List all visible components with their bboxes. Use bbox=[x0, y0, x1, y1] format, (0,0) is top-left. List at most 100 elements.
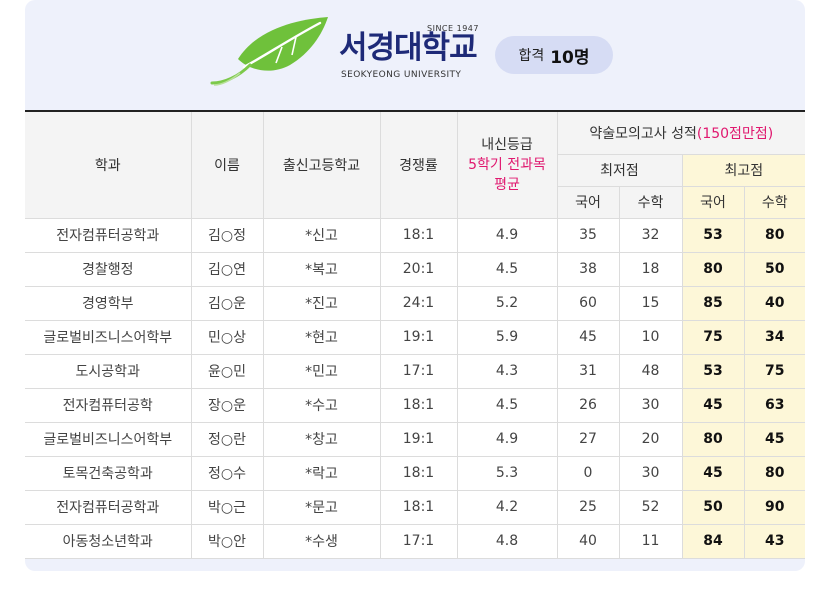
table-row: 전자컴퓨터공학과 김○정 *신고 18:1 4.9 35 32 53 80 bbox=[25, 217, 806, 253]
cell-competition: 18:1 bbox=[379, 455, 458, 491]
cell-min-kor: 60 bbox=[556, 285, 620, 321]
cell-dept: 아동청소년학과 bbox=[25, 523, 192, 559]
header-school: 출신고등학교 bbox=[262, 110, 381, 219]
cell-max-kor: 84 bbox=[681, 523, 745, 559]
cell-name: 정○수 bbox=[190, 455, 264, 491]
cell-min-kor: 40 bbox=[556, 523, 620, 559]
header-max-math: 수학 bbox=[743, 185, 806, 219]
cell-name: 김○연 bbox=[190, 251, 264, 287]
cell-name: 박○근 bbox=[190, 489, 264, 525]
table-row: 경찰행정 김○연 *복고 20:1 4.5 38 18 80 50 bbox=[25, 251, 806, 287]
cell-dept: 전자컴퓨터공학과 bbox=[25, 489, 192, 525]
university-name: 서경대학교 bbox=[339, 30, 478, 66]
pass-count: 10명 bbox=[550, 47, 590, 68]
cell-competition: 18:1 bbox=[379, 489, 458, 525]
cell-max-math: 63 bbox=[743, 387, 806, 423]
cell-max-kor: 45 bbox=[681, 387, 745, 423]
header-name: 이름 bbox=[190, 110, 264, 219]
cell-name: 김○운 bbox=[190, 285, 264, 321]
pass-label: 합격 bbox=[518, 48, 545, 64]
cell-dept: 전자컴퓨터공학 bbox=[25, 387, 192, 423]
cell-max-kor: 53 bbox=[681, 217, 745, 253]
header-mock-note: (150점만점) bbox=[696, 125, 774, 142]
since-label: SINCE 1947 bbox=[427, 24, 479, 33]
cell-max-kor: 85 bbox=[681, 285, 745, 321]
cell-name: 김○정 bbox=[190, 217, 264, 253]
header-min-math: 수학 bbox=[618, 185, 683, 219]
header-grade-line3: 평균 bbox=[494, 176, 520, 193]
cell-max-kor: 80 bbox=[681, 421, 745, 457]
header-max-score: 최고점 bbox=[681, 153, 806, 187]
cell-grade: 4.9 bbox=[456, 217, 558, 253]
table-body: 전자컴퓨터공학과 김○정 *신고 18:1 4.9 35 32 53 80 경찰행정 김○연 *복고 2… bbox=[25, 217, 806, 559]
cell-min-kor: 45 bbox=[556, 319, 620, 355]
table-row: 글로벌비즈니스어학부 민○상 *현고 19:1 5.9 45 10 75 34 bbox=[25, 319, 806, 355]
header-max-korean: 국어 bbox=[681, 185, 745, 219]
leaf-icon bbox=[210, 17, 328, 86]
cell-competition: 17:1 bbox=[379, 353, 458, 389]
cell-min-kor: 35 bbox=[556, 217, 620, 253]
cell-dept: 전자컴퓨터공학과 bbox=[25, 217, 192, 253]
cell-max-math: 43 bbox=[743, 523, 806, 559]
cell-max-math: 80 bbox=[743, 455, 806, 491]
cell-school: *창고 bbox=[262, 421, 381, 457]
cell-max-kor: 80 bbox=[681, 251, 745, 287]
cell-school: *민고 bbox=[262, 353, 381, 389]
cell-min-math: 52 bbox=[618, 489, 683, 525]
header: SINCE 1947 서경대학교 SEOKYEONG UNIVERSITY 합격… bbox=[25, 0, 805, 110]
cell-school: *문고 bbox=[262, 489, 381, 525]
header-grade-line1: 내신등급 bbox=[481, 136, 533, 153]
cell-min-math: 48 bbox=[618, 353, 683, 389]
cell-school: *현고 bbox=[262, 319, 381, 355]
header-grade: 내신등급 5학기 전과목 평균 bbox=[456, 110, 558, 219]
cell-min-math: 18 bbox=[618, 251, 683, 287]
table-row: 도시공학과 윤○민 *민고 17:1 4.3 31 48 53 75 bbox=[25, 353, 806, 389]
cell-max-math: 80 bbox=[743, 217, 806, 253]
table-row: 전자컴퓨터공학과 박○근 *문고 18:1 4.2 25 52 50 90 bbox=[25, 489, 806, 525]
header-min-score: 최저점 bbox=[557, 153, 683, 187]
cell-competition: 19:1 bbox=[379, 421, 458, 457]
university-english-name: SEOKYEONG UNIVERSITY bbox=[341, 70, 462, 80]
table-row: 경영학부 김○운 *진고 24:1 5.2 60 15 85 40 bbox=[25, 285, 806, 321]
cell-max-math: 50 bbox=[743, 251, 806, 287]
cell-min-math: 11 bbox=[618, 523, 683, 559]
header-min-korean: 국어 bbox=[557, 185, 620, 219]
cell-min-math: 30 bbox=[618, 387, 683, 423]
cell-competition: 17:1 bbox=[379, 523, 458, 559]
cell-dept: 토목건축공학과 bbox=[25, 455, 192, 491]
cell-grade: 4.3 bbox=[456, 353, 558, 389]
cell-competition: 19:1 bbox=[379, 319, 458, 355]
table-row: 전자컴퓨터공학 장○운 *수고 18:1 4.5 26 30 45 63 bbox=[25, 387, 806, 423]
cell-dept: 글로벌비즈니스어학부 bbox=[25, 421, 192, 457]
cell-max-math: 75 bbox=[743, 353, 806, 389]
cell-min-kor: 27 bbox=[556, 421, 620, 457]
cell-dept: 경찰행정 bbox=[25, 251, 192, 287]
cell-grade: 4.5 bbox=[456, 387, 558, 423]
cell-grade: 4.8 bbox=[456, 523, 558, 559]
results-table-container: 학과 이름 출신고등학교 경쟁률 내신등급 5학기 전과목 평균 약술모의고사 … bbox=[25, 110, 806, 559]
cell-grade: 4.9 bbox=[456, 421, 558, 457]
cell-name: 장○운 bbox=[190, 387, 264, 423]
cell-school: *락고 bbox=[262, 455, 381, 491]
cell-min-kor: 31 bbox=[556, 353, 620, 389]
cell-school: *복고 bbox=[262, 251, 381, 287]
header-grade-line2: 5학기 전과목 bbox=[468, 156, 546, 173]
cell-min-math: 15 bbox=[618, 285, 683, 321]
cell-max-kor: 75 bbox=[681, 319, 745, 355]
cell-dept: 경영학부 bbox=[25, 285, 192, 321]
cell-competition: 18:1 bbox=[379, 217, 458, 253]
cell-max-math: 90 bbox=[743, 489, 806, 525]
results-table: 학과 이름 출신고등학교 경쟁률 내신등급 5학기 전과목 평균 약술모의고사 … bbox=[25, 110, 806, 559]
cell-name: 박○안 bbox=[190, 523, 264, 559]
cell-min-math: 20 bbox=[618, 421, 683, 457]
cell-grade: 5.3 bbox=[456, 455, 558, 491]
cell-min-kor: 26 bbox=[556, 387, 620, 423]
cell-max-kor: 45 bbox=[681, 455, 745, 491]
cell-competition: 20:1 bbox=[379, 251, 458, 287]
cell-school: *수고 bbox=[262, 387, 381, 423]
cell-grade: 4.5 bbox=[456, 251, 558, 287]
cell-school: *진고 bbox=[262, 285, 381, 321]
cell-grade: 5.9 bbox=[456, 319, 558, 355]
cell-school: *신고 bbox=[262, 217, 381, 253]
cell-dept: 글로벌비즈니스어학부 bbox=[25, 319, 192, 355]
